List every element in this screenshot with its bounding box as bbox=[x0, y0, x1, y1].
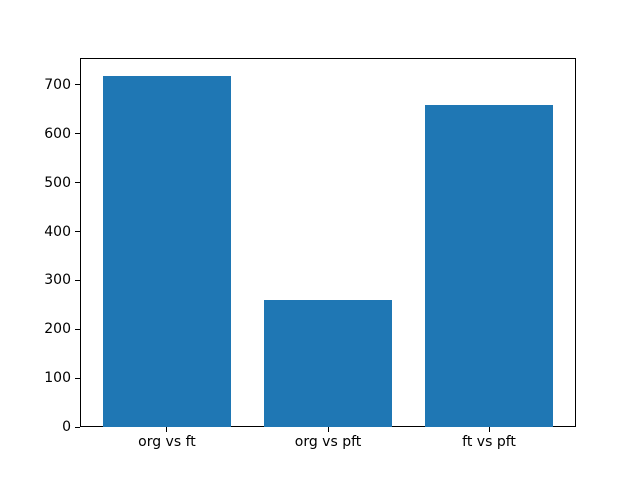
y-tick-label: 300 bbox=[44, 272, 71, 289]
y-tick-label: 0 bbox=[62, 419, 71, 435]
y-tick-label: 200 bbox=[44, 321, 71, 338]
bar-org-vs-ft bbox=[102, 75, 232, 427]
x-tick-mark bbox=[488, 427, 490, 432]
y-tick-mark bbox=[75, 328, 80, 330]
bar-org-vs-pft bbox=[263, 300, 393, 427]
y-tick-mark bbox=[75, 182, 80, 184]
x-tick-mark bbox=[327, 427, 329, 432]
y-tick-label: 700 bbox=[44, 76, 71, 93]
y-tick-mark bbox=[75, 84, 80, 86]
bar-ft-vs-pft bbox=[424, 105, 554, 427]
y-tick-mark bbox=[75, 377, 80, 379]
y-tick-label: 100 bbox=[44, 370, 71, 387]
x-tick-label-org-vs-pft: org vs pft bbox=[294, 434, 362, 450]
y-tick-label: 500 bbox=[44, 174, 71, 191]
y-tick-mark bbox=[75, 133, 80, 135]
y-tick-mark bbox=[75, 279, 80, 281]
y-tick-mark bbox=[75, 231, 80, 232]
y-tick-label: 400 bbox=[44, 223, 71, 240]
x-tick-mark bbox=[166, 427, 168, 432]
plot-area bbox=[80, 58, 576, 427]
y-tick-mark bbox=[75, 426, 80, 428]
y-tick-label: 600 bbox=[44, 125, 71, 142]
x-tick-label-org-vs-ft: org vs ft bbox=[138, 434, 196, 450]
x-tick-label-ft-vs-pft: ft vs pft bbox=[462, 434, 516, 450]
